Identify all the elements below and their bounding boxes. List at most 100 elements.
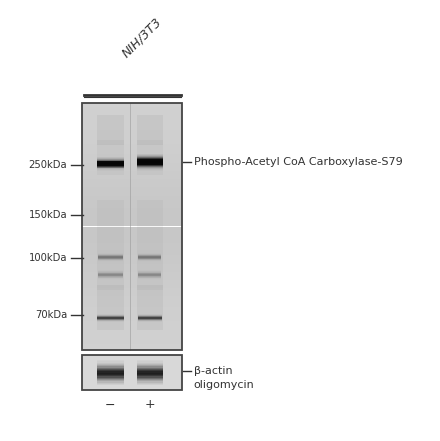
Text: β-actin: β-actin [194, 366, 232, 376]
Bar [97, 361, 124, 363]
Bar [82, 128, 183, 130]
Bar [82, 235, 183, 237]
Bar [82, 301, 183, 303]
Bar [136, 168, 163, 169]
Bar [97, 315, 124, 316]
Bar [82, 111, 183, 113]
Bar [82, 179, 183, 181]
Bar [82, 307, 183, 309]
Bar [97, 314, 124, 315]
Bar [139, 253, 161, 254]
Bar [138, 315, 162, 316]
Bar [82, 191, 183, 194]
Bar [82, 105, 183, 107]
Bar [82, 171, 183, 173]
Bar [97, 200, 124, 250]
Bar [97, 373, 124, 374]
Bar [82, 282, 183, 284]
Bar [136, 170, 163, 171]
Bar [82, 202, 183, 204]
Bar [82, 228, 183, 231]
Bar [138, 317, 162, 318]
Bar [82, 270, 183, 272]
Bar [82, 255, 183, 258]
Bar [82, 231, 183, 233]
Bar [82, 303, 183, 305]
Bar [97, 140, 124, 175]
Bar [98, 257, 123, 258]
Bar [139, 272, 161, 273]
Bar [82, 342, 183, 344]
Bar [136, 382, 163, 384]
Bar [98, 260, 123, 261]
Bar [82, 325, 183, 327]
Bar [82, 329, 183, 332]
Text: +: + [144, 399, 155, 411]
Bar [139, 261, 161, 262]
Bar [82, 220, 183, 222]
Bar [139, 275, 161, 276]
Bar [82, 299, 183, 301]
Bar [82, 136, 183, 138]
Bar [136, 364, 163, 365]
Bar [82, 190, 183, 191]
Bar [82, 138, 183, 140]
Bar [136, 159, 163, 161]
Bar [82, 309, 183, 311]
Bar [82, 243, 183, 245]
Bar [82, 210, 183, 212]
Bar [136, 369, 163, 370]
Bar [82, 313, 183, 315]
Bar [82, 321, 183, 323]
Bar [82, 142, 183, 144]
Bar [82, 344, 183, 346]
Bar [82, 340, 183, 342]
Text: 70kDa: 70kDa [35, 310, 67, 320]
Bar [82, 216, 183, 218]
Bar [82, 348, 183, 350]
Bar [82, 132, 183, 134]
Bar [82, 317, 183, 319]
Bar [82, 280, 183, 282]
Bar [82, 258, 183, 259]
Bar [97, 158, 124, 159]
Bar [82, 296, 183, 299]
Bar [98, 270, 123, 271]
Bar [82, 245, 183, 247]
Bar [136, 375, 163, 376]
Bar [136, 115, 163, 145]
Bar [136, 381, 163, 382]
Bar [82, 249, 183, 251]
Bar [82, 241, 183, 243]
Text: oligomycin: oligomycin [194, 380, 255, 390]
Bar [97, 371, 124, 373]
Bar [82, 165, 183, 167]
Bar [82, 276, 183, 278]
Bar [97, 164, 124, 165]
Bar [82, 212, 183, 214]
Text: Phospho-Acetyl CoA Carboxylase-S79: Phospho-Acetyl CoA Carboxylase-S79 [194, 157, 403, 167]
Bar [82, 327, 183, 329]
Bar [97, 382, 124, 384]
Bar [97, 320, 124, 321]
Bar [136, 370, 163, 371]
Bar [97, 360, 124, 361]
Bar [97, 162, 124, 163]
Bar [136, 374, 163, 375]
Bar [138, 319, 162, 320]
Bar [82, 247, 183, 249]
Bar [82, 161, 183, 163]
Bar [82, 163, 183, 165]
Bar [97, 161, 124, 162]
Bar [82, 159, 183, 161]
Text: 150kDa: 150kDa [29, 210, 67, 220]
Bar [82, 194, 183, 196]
Bar [82, 130, 183, 132]
Bar [138, 314, 162, 315]
Bar [136, 373, 163, 374]
Bar [97, 115, 124, 145]
Bar [82, 173, 183, 175]
Text: 250kDa: 250kDa [29, 160, 67, 170]
Bar [97, 170, 124, 171]
Bar [97, 160, 124, 161]
